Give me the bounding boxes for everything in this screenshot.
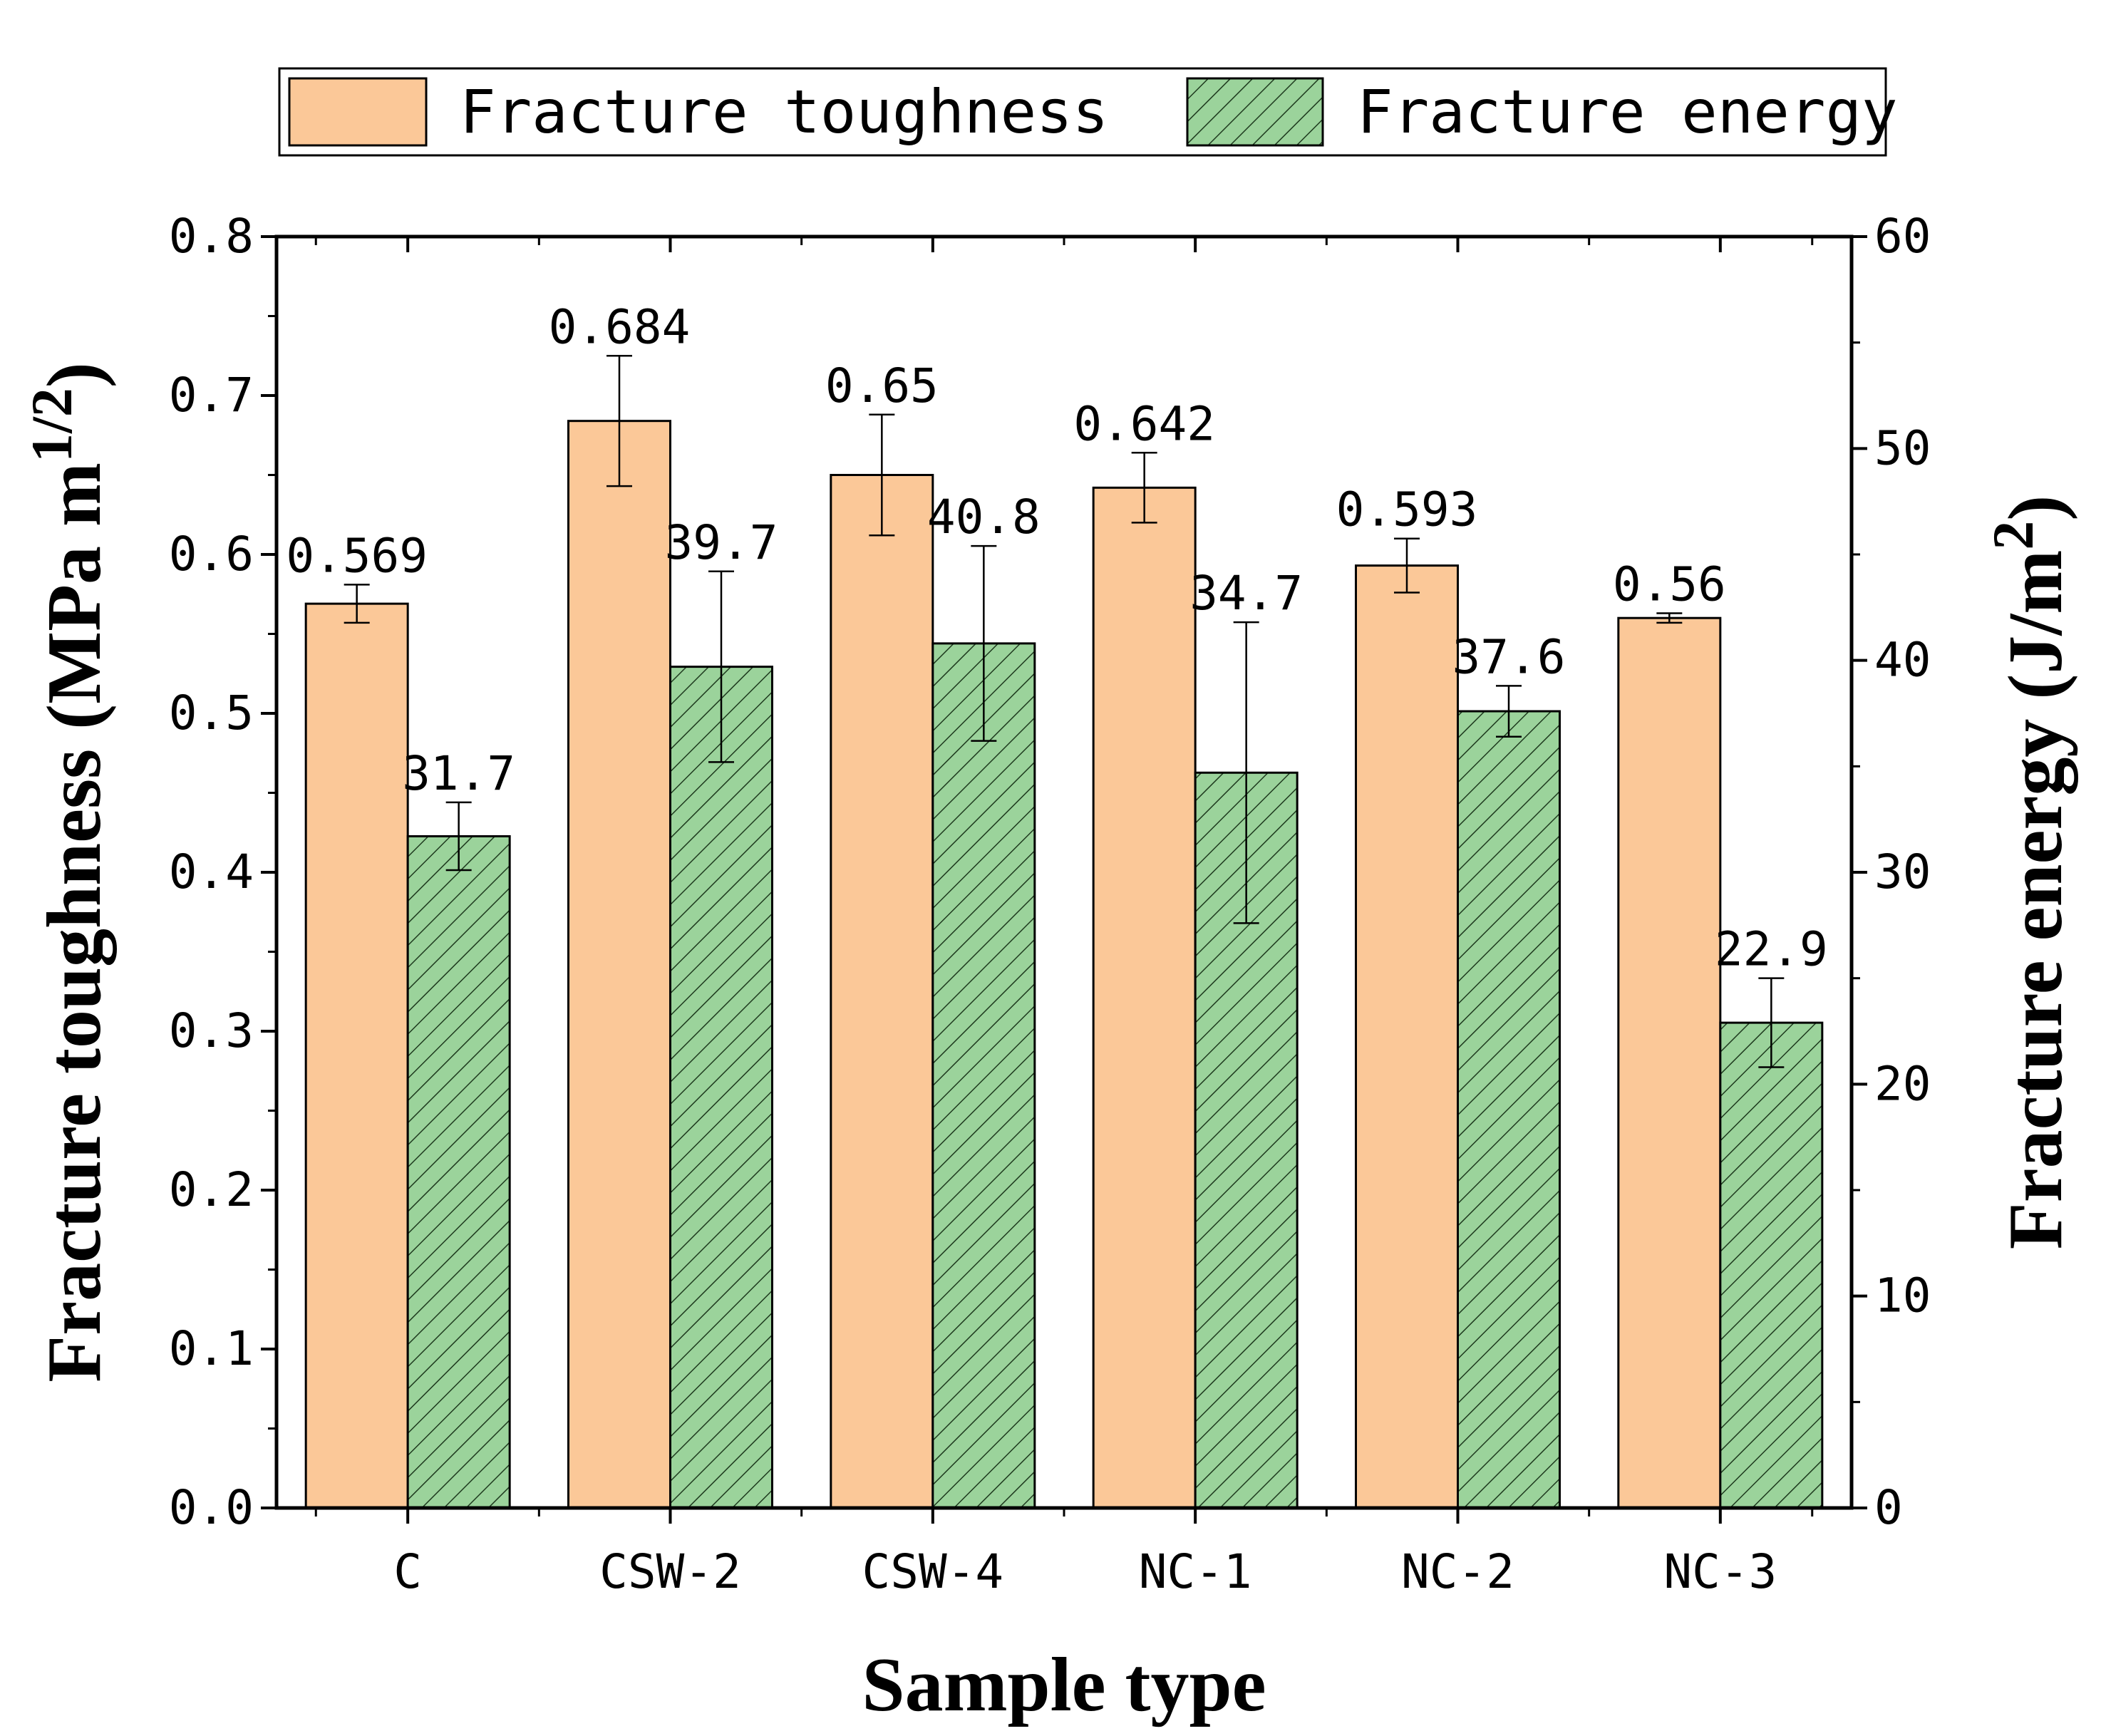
legend-label-toughness: Fracture toughness — [460, 77, 1108, 147]
bar-toughness-csw-2 — [567, 420, 671, 1509]
x-tick-label: NC-3 — [1663, 1544, 1777, 1599]
legend-swatch-toughness — [288, 77, 428, 147]
y-tick-label-left: 0.8 — [169, 209, 254, 264]
y-tick-label-left: 0.6 — [169, 527, 254, 582]
y-tick-label-right: 10 — [1874, 1269, 1931, 1323]
x-tick-label: CSW-4 — [862, 1544, 1003, 1599]
y-tick-label-left: 0.0 — [169, 1480, 254, 1535]
bar-toughness-csw-4 — [830, 474, 934, 1509]
error-bar — [1758, 977, 1785, 1068]
value-labels: 0.569 0.684 0.65 0.642 0.593 0.56 31.7 39.7 40.8… — [286, 299, 1827, 976]
error-bar — [606, 355, 632, 487]
x-axis-title: Sample type — [862, 1643, 1266, 1727]
bar-energy-nc-2 — [1457, 710, 1561, 1509]
x-tick-label: CSW-2 — [599, 1544, 741, 1599]
bar-energy-c — [406, 835, 511, 1509]
bar-toughness-nc-1 — [1092, 486, 1197, 1509]
plot-frame — [274, 234, 1854, 1510]
value-label: 34.7 — [1189, 566, 1303, 621]
y-tick-label-right: 40 — [1874, 633, 1931, 688]
y-tick-label-left: 0.7 — [169, 368, 254, 423]
y-tick-label-left: 0.1 — [169, 1321, 254, 1376]
bar-energy-nc-3 — [1719, 1021, 1824, 1509]
value-label: 40.8 — [927, 490, 1041, 544]
y-tick-label-right: 50 — [1874, 420, 1931, 475]
value-label: 37.6 — [1452, 629, 1566, 684]
bar-toughness-nc-3 — [1617, 616, 1722, 1509]
error-bar — [971, 544, 997, 742]
axes: 0.0 0.1 0.2 0.3 0.4 0.5 0.6 0.7 0.8 0 10 20 30 40 50 60… — [169, 209, 1931, 1599]
y-tick-label-left: 0.5 — [169, 686, 254, 740]
error-bar — [445, 801, 472, 872]
value-label: 31.7 — [402, 746, 515, 801]
legend-label-energy: Fracture energy — [1357, 77, 1898, 147]
bar-energy-csw-2 — [669, 666, 773, 1509]
bars — [304, 420, 1824, 1509]
error-bar — [1496, 685, 1522, 738]
legend-frame — [278, 67, 1887, 157]
error-bar — [869, 413, 895, 537]
value-label: 0.642 — [1073, 396, 1215, 451]
value-label: 0.684 — [549, 299, 691, 354]
bar-toughness-c — [304, 602, 409, 1509]
legend-swatch-energy — [1186, 77, 1324, 147]
bar-toughness-nc-2 — [1355, 564, 1459, 1509]
error-bar — [1394, 537, 1420, 594]
y-tick-label-right: 60 — [1874, 209, 1931, 264]
value-label: 0.56 — [1613, 557, 1726, 612]
error-bar — [344, 584, 370, 624]
x-tick-label: C — [393, 1544, 422, 1599]
value-label: 0.65 — [825, 358, 939, 413]
bar-energy-csw-4 — [931, 642, 1036, 1509]
y-tick-label-right: 30 — [1874, 844, 1931, 899]
error-bar — [1656, 612, 1683, 624]
value-label: 0.569 — [286, 528, 428, 583]
legend: Fracture toughness Fracture energy — [278, 67, 1898, 157]
x-tick-label: NC-2 — [1401, 1544, 1514, 1599]
error-bar — [1131, 452, 1157, 524]
y-tick-label-left: 0.4 — [169, 844, 254, 899]
y-tick-label-left: 0.3 — [169, 1003, 254, 1058]
error-bar — [1233, 621, 1259, 924]
y-axis-title-right: Fracture energy (J/m2) — [1981, 495, 2078, 1250]
y-tick-label-right: 0 — [1874, 1480, 1903, 1535]
y-tick-label-left: 0.2 — [169, 1162, 254, 1217]
y-axis-title-left: Fracture toughness (MPa m1/2) — [19, 362, 117, 1383]
y-tick-label-right: 20 — [1874, 1056, 1931, 1111]
x-tick-label: NC-1 — [1139, 1544, 1252, 1599]
error-bars — [344, 355, 1785, 1068]
value-label: 0.593 — [1336, 482, 1478, 537]
value-label: 22.9 — [1715, 922, 1828, 977]
value-label: 39.7 — [665, 515, 778, 570]
error-bar — [708, 570, 734, 763]
